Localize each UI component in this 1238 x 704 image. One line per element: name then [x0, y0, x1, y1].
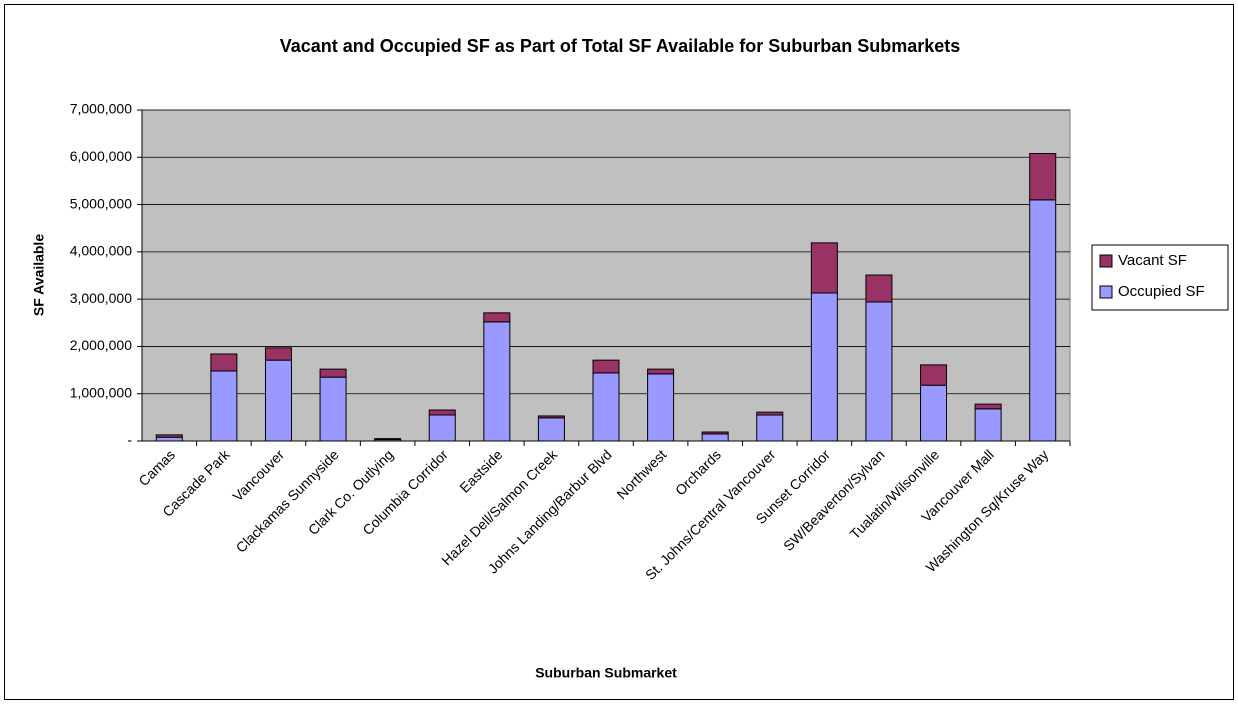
y-tick-label: 4,000,000 — [70, 243, 132, 259]
y-tick-label: 3,000,000 — [70, 290, 132, 306]
bar-segment — [210, 353, 238, 372]
legend-label: Vacant SF — [1118, 252, 1187, 269]
bar-segment — [920, 384, 948, 442]
bar-segment — [974, 403, 1002, 410]
bar-segment — [756, 411, 784, 416]
bar-segment — [428, 414, 456, 442]
legend-swatch — [1099, 285, 1113, 299]
bar-segment — [537, 415, 565, 419]
bar-segment — [428, 409, 456, 416]
y-axis-label: SF Available — [31, 234, 47, 316]
bar-segment — [1029, 199, 1057, 442]
y-tick-label: 7,000,000 — [70, 101, 132, 117]
bar-segment — [264, 347, 292, 361]
legend-swatch — [1099, 254, 1113, 268]
bar-segment — [920, 364, 948, 386]
bar-segment — [537, 417, 565, 442]
chart-title: Vacant and Occupied SF as Part of Total … — [280, 36, 961, 56]
bar-segment — [810, 292, 838, 442]
bar-segment — [155, 436, 183, 442]
y-tick-label: - — [127, 432, 132, 448]
bar-segment — [1029, 153, 1057, 201]
bar-segment — [810, 242, 838, 294]
y-tick-label: 1,000,000 — [70, 384, 132, 400]
legend-box — [1091, 244, 1229, 311]
bar-segment — [210, 370, 238, 442]
bar-segment — [319, 368, 347, 378]
bar-segment — [264, 359, 292, 442]
bar-segment — [647, 373, 675, 442]
bar-segment — [865, 274, 893, 303]
bar-segment — [647, 368, 675, 375]
bar-segment — [974, 408, 1002, 442]
bar-segment — [701, 431, 729, 435]
bar-segment — [592, 372, 620, 442]
bar-segment — [483, 321, 511, 442]
x-axis-label: Suburban Submarket — [535, 665, 677, 681]
legend-label: Occupied SF — [1118, 283, 1205, 300]
y-tick-label: 2,000,000 — [70, 337, 132, 353]
bar-segment — [701, 433, 729, 442]
bar-segment — [483, 312, 511, 323]
bar-segment — [374, 438, 402, 441]
y-tick-label: 5,000,000 — [70, 195, 132, 211]
bar-segment — [756, 414, 784, 442]
bar-segment — [865, 301, 893, 442]
y-tick-label: 6,000,000 — [70, 148, 132, 164]
bar-segment — [155, 434, 183, 438]
bar-segment — [592, 359, 620, 374]
bar-segment — [319, 376, 347, 442]
